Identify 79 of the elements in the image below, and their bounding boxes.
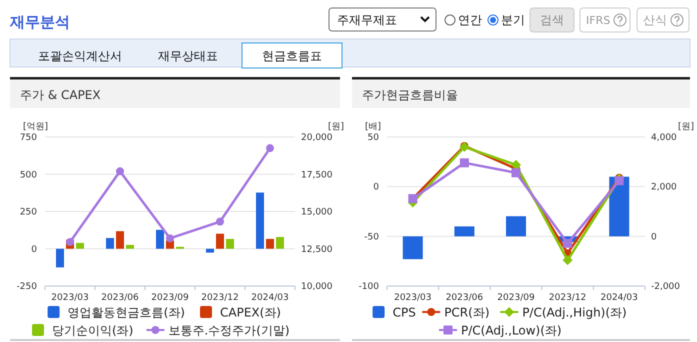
legend-label: 보통주.수정주가(기말): [168, 324, 290, 338]
bar: [454, 226, 474, 236]
x-tick-label: 2023/09: [151, 293, 189, 303]
text: 재무상태표: [158, 49, 218, 63]
y2-tick-label: 0: [651, 232, 657, 242]
legend-label: 당기순이익(좌): [52, 324, 134, 338]
text: 주재무제표: [337, 13, 397, 27]
x-tick-label: 2024/03: [600, 293, 638, 303]
chart-title: 주가 & CAPEX: [20, 88, 101, 102]
point: [266, 144, 274, 152]
y-tick-label: -50: [364, 232, 380, 242]
point: [116, 167, 124, 176]
bar: [156, 230, 164, 249]
y-tick-label: 0: [373, 182, 380, 193]
y2-tick-label: -2,000: [651, 282, 680, 292]
x-tick-label: 2023/03: [51, 293, 89, 303]
point: [563, 238, 572, 248]
point: [216, 218, 224, 226]
y2-tick-label: 4,000: [651, 133, 678, 143]
point: [460, 158, 469, 168]
point: [66, 238, 74, 246]
y-tick-label: 50: [368, 133, 380, 143]
text: 포괄손익계산서: [38, 49, 122, 63]
y2-tick-label: 10,000: [301, 282, 333, 292]
y2-axis-title: [원]: [678, 122, 694, 132]
legend-label: PCR(좌): [444, 306, 490, 320]
x-tick-label: 2023/06: [446, 293, 484, 303]
bar: [116, 231, 124, 249]
bar: [506, 216, 526, 236]
text: 산식: [643, 13, 667, 27]
text: 분기: [501, 13, 525, 27]
y2-tick-label: 12,500: [301, 244, 333, 255]
y-axis-title: [억원]: [23, 122, 48, 132]
y2-tick-label: 17,500: [301, 170, 333, 180]
legend-label: CAPEX(좌): [220, 306, 281, 320]
text: 연간: [458, 13, 482, 27]
y2-tick-label: 20,000: [301, 133, 333, 143]
legend-label: 영업활동현금흐름(좌): [68, 306, 185, 320]
point: [166, 234, 174, 242]
y2-axis-title: [원]: [328, 122, 344, 132]
bar: [266, 238, 274, 249]
point: [614, 176, 624, 186]
text: 검색: [540, 13, 564, 27]
text: 재무분석: [9, 13, 70, 31]
x-tick-label: 2024/03: [251, 293, 289, 303]
y-tick-label: 0: [31, 244, 38, 255]
bar: [609, 176, 630, 236]
legend-label: CPS: [392, 306, 416, 320]
legend-label: P/C(Adj.,High)(좌): [522, 306, 627, 320]
x-tick-label: 2023/03: [394, 293, 432, 303]
point: [511, 160, 521, 170]
bar: [276, 236, 284, 249]
y2-tick-label: 15,000: [301, 208, 333, 218]
bar: [76, 242, 84, 249]
text: IFRS: [586, 14, 610, 27]
y-tick-label: -100: [358, 282, 380, 292]
point: [562, 255, 573, 266]
y-tick-label: 750: [20, 133, 38, 143]
point: [512, 168, 520, 178]
y2-tick-label: 2,000: [651, 182, 678, 193]
bar: [226, 238, 234, 249]
bar: [402, 236, 423, 260]
y-tick-label: -250: [16, 282, 38, 292]
x-tick-label: 2023/06: [101, 293, 139, 303]
bar: [56, 248, 64, 268]
bar: [126, 244, 134, 249]
text: 현금흐름표: [262, 49, 322, 63]
bar: [216, 234, 224, 249]
y-tick-label: 250: [20, 208, 38, 218]
bar: [106, 238, 114, 249]
chart-title: 주가현금흐름비율: [362, 88, 458, 102]
x-tick-label: 2023/12: [548, 293, 586, 303]
bar: [256, 192, 264, 249]
legend-label: P/C(Adj.,Low)(좌): [461, 324, 562, 338]
x-tick-label: 2023/09: [497, 293, 535, 303]
y-axis-title: [배]: [365, 122, 382, 132]
y-tick-label: 500: [20, 170, 38, 180]
x-tick-label: 2023/12: [201, 293, 239, 303]
bar: [206, 248, 214, 253]
